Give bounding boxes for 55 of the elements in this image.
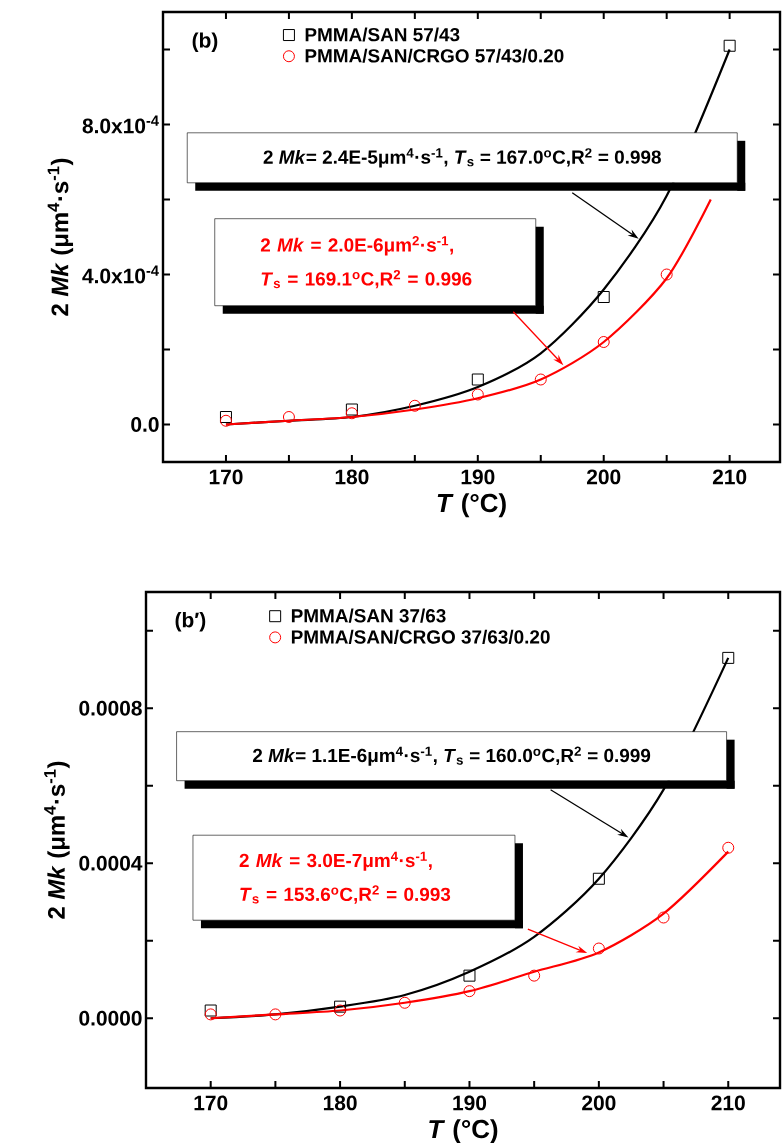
x-tick-label: 210 (712, 469, 747, 485)
point (597, 336, 610, 348)
point (204, 1008, 217, 1021)
x-tick-label: 170 (194, 1095, 228, 1111)
annotation: (b) (192, 32, 218, 52)
point (528, 969, 541, 982)
point (398, 996, 411, 1009)
point (723, 39, 736, 52)
x-axis-title: T (°C) (437, 493, 506, 518)
point (534, 373, 547, 386)
y-tick-label: 4.0x10$^{-4}$ (82, 265, 159, 284)
point (282, 411, 295, 424)
point (592, 942, 605, 955)
point (408, 399, 421, 412)
point (722, 651, 735, 664)
y-axis-title: 2 Mk (μm$^{4}$·s$^{-1}$) (44, 761, 70, 919)
x-tick-label: 180 (335, 469, 369, 485)
x-axis-title: T (°C) (429, 1119, 498, 1143)
legend-label: PMMA/SAN 57/43 (305, 27, 460, 42)
x-tick-label: 180 (323, 1095, 357, 1111)
x-tick-label: 190 (453, 1095, 487, 1111)
annotation: (b′) (175, 612, 206, 632)
point (463, 985, 476, 998)
x-tick-label: 170 (209, 469, 243, 485)
legend-label: PMMA/SAN/CRGO 57/43/0.20 (305, 48, 564, 63)
y-tick-label: 0.0 (131, 417, 159, 432)
x-tick-label: 210 (711, 1095, 745, 1111)
point (657, 911, 670, 924)
point (722, 841, 735, 854)
point (597, 291, 610, 303)
point (463, 969, 476, 982)
point (334, 1004, 347, 1017)
point (660, 268, 673, 281)
text: 2 Mk = 3.0E-7μm$^{4}$·s$^{-1}$, T$_{s}$ = 153.6$^{o}$C,R$^{2}$ = 0.993 (239, 851, 451, 904)
point (592, 872, 605, 885)
x-tick-label: 200 (586, 469, 621, 485)
legend-label: PMMA/SAN/CRGO 37/63/0.20 (291, 629, 550, 644)
point (345, 407, 358, 420)
point (345, 403, 358, 416)
point (204, 1004, 217, 1017)
text: 2 Mk= 2.4E-5μm$^{4}$·s$^{-1}$, T$_{s}$ = 167.0$^{o}$C,R$^{2}$ = 0.998 (263, 148, 661, 168)
y-tick-label: 8.0x10$^{-4}$ (82, 115, 159, 134)
y-axis-title: 2 Mk (μm$^{4}$·s$^{-1}$) (47, 158, 74, 316)
point (471, 373, 484, 386)
x-tick-label: 190 (461, 469, 495, 485)
text: 2 Mk= 1.1E-6μm$^{4}$·s$^{-1}$, T$_{s}$ = 160.0$^{o}$C,R$^{2}$ = 0.999 (252, 746, 651, 766)
point (269, 1008, 282, 1021)
point (471, 388, 484, 401)
text: 2 Mk = 2.0E-6μm$^{2}$·s$^{-1}$, T$_{s}$ = 169.1$^{o}$C,R$^{2}$ = 0.996 (260, 236, 472, 289)
y-tick-label: 0.0008 (79, 700, 142, 716)
x-tick-label: 200 (582, 1095, 616, 1111)
point (334, 1000, 347, 1013)
y-tick-label: 0.0004 (79, 855, 143, 871)
y-tick-label: 0.0000 (79, 1010, 142, 1026)
legend-label: PMMA/SAN 37/63 (291, 608, 446, 623)
